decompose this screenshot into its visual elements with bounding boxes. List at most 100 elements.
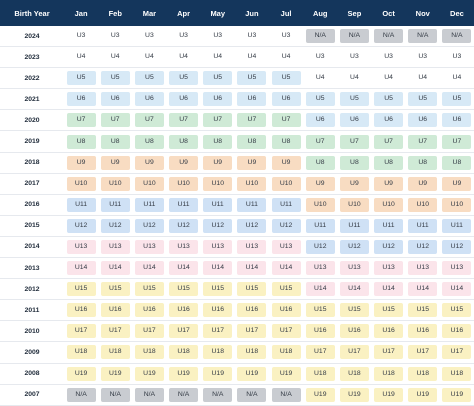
month-cell: U3	[167, 29, 201, 43]
table-row: 2018 U9 U9 U9 U9 U9 U9 U9 U8 U8 U8 U8 U8	[0, 153, 474, 174]
age-group-badge: U3	[384, 53, 393, 61]
birth-year-cell: 2010	[24, 327, 40, 335]
age-group-badge: U14	[237, 261, 267, 276]
age-group-badge: U7	[408, 134, 438, 149]
age-group-badge: U13	[305, 261, 335, 276]
age-group-badge: U5	[134, 71, 164, 86]
month-cell: U4	[269, 50, 303, 64]
month-cell: U14	[167, 261, 201, 276]
age-group-badge: U11	[169, 197, 199, 212]
age-group-badge: U12	[169, 218, 199, 233]
month-cell: N/A	[132, 387, 166, 402]
age-group-badge: U6	[374, 113, 404, 128]
month-cell: U8	[132, 134, 166, 149]
month-cell: U4	[132, 50, 166, 64]
month-cell: U5	[406, 92, 440, 107]
month-cell: U11	[269, 197, 303, 212]
age-group-badge: U15	[237, 282, 267, 297]
age-group-badge: U14	[305, 282, 335, 297]
table-row: 2015 U12 U12 U12 U12 U12 U12 U12 U11 U11 U11 U11 U11	[0, 216, 474, 237]
age-group-badge: U5	[169, 71, 199, 86]
age-group-badge: U18	[271, 345, 301, 360]
month-cell: U16	[98, 303, 132, 318]
month-cell: U13	[337, 261, 371, 276]
age-group-badge: U16	[66, 303, 96, 318]
month-cell: U4	[235, 50, 269, 64]
month-cell: U8	[337, 155, 371, 170]
month-cell: U10	[167, 176, 201, 191]
table-row: 2014 U13 U13 U13 U13 U13 U13 U13 U12 U12 U12 U12 U12	[0, 237, 474, 259]
birth-year-cell: 2020	[24, 116, 40, 124]
age-group-badge: U6	[442, 113, 472, 128]
table-row: 2023 U4 U4 U4 U4 U4 U4 U4 U3 U3 U3 U3 U3	[0, 47, 474, 69]
month-cell: N/A	[269, 387, 303, 402]
age-group-badge: U8	[271, 134, 301, 149]
age-group-badge: U8	[339, 155, 369, 170]
age-group-badge: U12	[339, 239, 369, 254]
month-cell: U12	[98, 218, 132, 233]
month-cell: U7	[132, 113, 166, 128]
age-group-badge: U5	[305, 92, 335, 107]
age-group-badge: U18	[134, 345, 164, 360]
age-group-badge: U16	[339, 324, 369, 339]
age-group-badge: U18	[169, 345, 199, 360]
age-group-badge: U15	[169, 282, 199, 297]
month-cell: U4	[167, 50, 201, 64]
age-group-badge: U9	[203, 155, 233, 170]
age-group-badge: U6	[305, 113, 335, 128]
month-cell: U10	[337, 197, 371, 212]
month-cell: U14	[235, 261, 269, 276]
age-group-badge: U18	[374, 366, 404, 381]
age-group-badge: U17	[134, 324, 164, 339]
age-group-badge: U8	[408, 155, 438, 170]
month-cell: U11	[167, 197, 201, 212]
age-group-badge: U16	[271, 303, 301, 318]
month-cell: U15	[337, 303, 371, 318]
age-group-badge: U6	[203, 92, 233, 107]
birth-year-cell: 2021	[24, 95, 40, 103]
age-group-badge: U19	[305, 387, 335, 402]
age-group-badge: U8	[305, 155, 335, 170]
age-group-badge: U11	[339, 218, 369, 233]
month-cell: U9	[406, 176, 440, 191]
month-cell: U6	[440, 113, 474, 128]
age-group-badge: U8	[66, 134, 96, 149]
month-cell: U12	[440, 239, 474, 254]
month-cell: U5	[235, 71, 269, 86]
age-group-badge: U19	[408, 387, 438, 402]
month-cell: U15	[167, 282, 201, 297]
month-cell: U9	[132, 155, 166, 170]
month-cell: U7	[98, 113, 132, 128]
age-group-badge: U12	[271, 218, 301, 233]
age-group-badge: U19	[100, 366, 130, 381]
month-cell: U4	[372, 71, 406, 85]
age-group-badge: U9	[237, 155, 267, 170]
month-cell: U12	[167, 218, 201, 233]
age-group-badge: U6	[134, 92, 164, 107]
month-cell: U3	[372, 50, 406, 64]
month-cell: U10	[64, 176, 98, 191]
age-group-badge: U13	[100, 239, 130, 254]
month-cell: U6	[337, 113, 371, 128]
month-cell: U8	[98, 134, 132, 149]
age-group-badge: U5	[408, 92, 438, 107]
month-cell: U12	[235, 218, 269, 233]
age-group-badge: U17	[100, 324, 130, 339]
age-group-badge: U15	[374, 303, 404, 318]
age-group-badge: U7	[305, 134, 335, 149]
month-cell: U10	[303, 197, 337, 212]
month-cell: U15	[201, 282, 235, 297]
month-cell: U16	[372, 324, 406, 339]
month-cell: U5	[269, 71, 303, 86]
month-cell: U9	[235, 155, 269, 170]
age-group-badge: U3	[315, 53, 325, 61]
table-row: 2016 U11 U11 U11 U11 U11 U11 U11 U10 U10 U10 U10 U10	[0, 195, 474, 216]
month-cell: U16	[132, 303, 166, 318]
age-group-badge: U3	[350, 53, 359, 61]
month-cell: U12	[406, 239, 440, 254]
age-group-badge: U7	[66, 113, 96, 128]
month-cell: U11	[201, 197, 235, 212]
month-cell: U9	[440, 176, 474, 191]
table-body: 2024 U3 U3 U3 U3 U3 U3 U3 N/A N/A N/A N/A N/A 2023 U4 U…	[0, 26, 474, 406]
